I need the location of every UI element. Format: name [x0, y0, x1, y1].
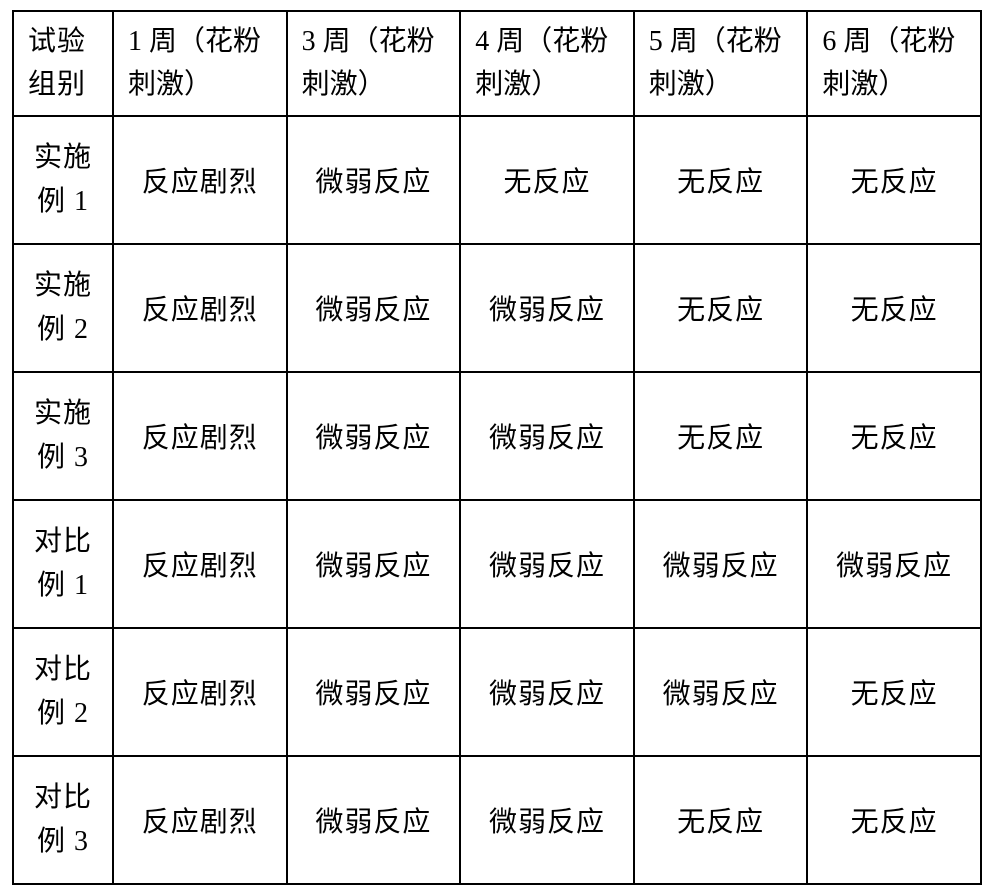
- data-cell: 微弱反应: [460, 756, 634, 884]
- col-header-line1: 5 周（花粉: [649, 26, 782, 57]
- data-cell: 无反应: [807, 116, 981, 244]
- row-header: 对比 例 1: [13, 500, 113, 628]
- data-cell: 反应剧烈: [113, 628, 287, 756]
- data-cell: 无反应: [807, 756, 981, 884]
- col-header-line2: 刺激）: [822, 69, 906, 100]
- data-cell: 无反应: [634, 116, 808, 244]
- col-header-week4: 4 周（花粉 刺激）: [460, 11, 634, 116]
- col-header-line2: 组别: [28, 69, 86, 100]
- col-header-line2: 刺激）: [475, 69, 559, 100]
- data-cell: 无反应: [460, 116, 634, 244]
- col-header-line2: 刺激）: [649, 69, 733, 100]
- row-label-l1: 对比: [34, 654, 92, 685]
- data-cell: 微弱反应: [287, 500, 461, 628]
- table-row: 实施 例 3 反应剧烈 微弱反应 微弱反应 无反应 无反应: [13, 372, 981, 500]
- data-cell: 反应剧烈: [113, 372, 287, 500]
- data-cell: 微弱反应: [807, 500, 981, 628]
- row-header: 对比 例 2: [13, 628, 113, 756]
- row-header: 实施 例 3: [13, 372, 113, 500]
- col-header-line2: 刺激）: [128, 69, 212, 100]
- col-header-line1: 试验: [28, 26, 86, 57]
- row-label-l2: 例 2: [37, 314, 89, 345]
- col-header-line1: 4 周（花粉: [475, 26, 608, 57]
- data-cell: 反应剧烈: [113, 116, 287, 244]
- data-cell: 微弱反应: [287, 116, 461, 244]
- row-header: 对比 例 3: [13, 756, 113, 884]
- data-cell: 微弱反应: [287, 628, 461, 756]
- data-cell: 反应剧烈: [113, 756, 287, 884]
- data-cell: 无反应: [807, 628, 981, 756]
- data-cell: 无反应: [634, 244, 808, 372]
- data-cell: 微弱反应: [287, 372, 461, 500]
- col-header-line1: 3 周（花粉: [302, 26, 435, 57]
- experiment-results-table: 试验 组别 1 周（花粉 刺激） 3 周（花粉 刺激）: [12, 10, 982, 885]
- data-cell: 微弱反应: [460, 628, 634, 756]
- col-header-line2: 刺激）: [302, 69, 386, 100]
- data-cell: 微弱反应: [460, 500, 634, 628]
- row-label-l1: 实施: [34, 398, 92, 429]
- table-row: 对比 例 3 反应剧烈 微弱反应 微弱反应 无反应 无反应: [13, 756, 981, 884]
- col-header-week6: 6 周（花粉 刺激）: [807, 11, 981, 116]
- table-row: 对比 例 2 反应剧烈 微弱反应 微弱反应 微弱反应 无反应: [13, 628, 981, 756]
- table-header-row: 试验 组别 1 周（花粉 刺激） 3 周（花粉 刺激）: [13, 11, 981, 116]
- data-cell: 无反应: [807, 244, 981, 372]
- col-header-week3: 3 周（花粉 刺激）: [287, 11, 461, 116]
- row-header: 实施 例 1: [13, 116, 113, 244]
- row-header: 实施 例 2: [13, 244, 113, 372]
- col-header-group: 试验 组别: [13, 11, 113, 116]
- col-header-line1: 1 周（花粉: [128, 26, 261, 57]
- data-cell: 微弱反应: [634, 500, 808, 628]
- row-label-l2: 例 3: [37, 826, 89, 857]
- row-label-l2: 例 1: [37, 570, 89, 601]
- data-cell: 反应剧烈: [113, 244, 287, 372]
- data-cell: 无反应: [807, 372, 981, 500]
- col-header-week5: 5 周（花粉 刺激）: [634, 11, 808, 116]
- data-cell: 微弱反应: [287, 244, 461, 372]
- data-cell: 反应剧烈: [113, 500, 287, 628]
- data-cell: 微弱反应: [460, 244, 634, 372]
- data-cell: 无反应: [634, 756, 808, 884]
- col-header-week1: 1 周（花粉 刺激）: [113, 11, 287, 116]
- table-row: 对比 例 1 反应剧烈 微弱反应 微弱反应 微弱反应 微弱反应: [13, 500, 981, 628]
- row-label-l1: 对比: [34, 782, 92, 813]
- table-row: 实施 例 2 反应剧烈 微弱反应 微弱反应 无反应 无反应: [13, 244, 981, 372]
- row-label-l2: 例 1: [37, 186, 89, 217]
- row-label-l1: 实施: [34, 270, 92, 301]
- col-header-line1: 6 周（花粉: [822, 26, 955, 57]
- row-label-l2: 例 2: [37, 698, 89, 729]
- data-cell: 微弱反应: [460, 372, 634, 500]
- row-label-l1: 对比: [34, 526, 92, 557]
- row-label-l2: 例 3: [37, 442, 89, 473]
- data-cell: 无反应: [634, 372, 808, 500]
- row-label-l1: 实施: [34, 142, 92, 173]
- data-cell: 微弱反应: [634, 628, 808, 756]
- data-cell: 微弱反应: [287, 756, 461, 884]
- table-row: 实施 例 1 反应剧烈 微弱反应 无反应 无反应 无反应: [13, 116, 981, 244]
